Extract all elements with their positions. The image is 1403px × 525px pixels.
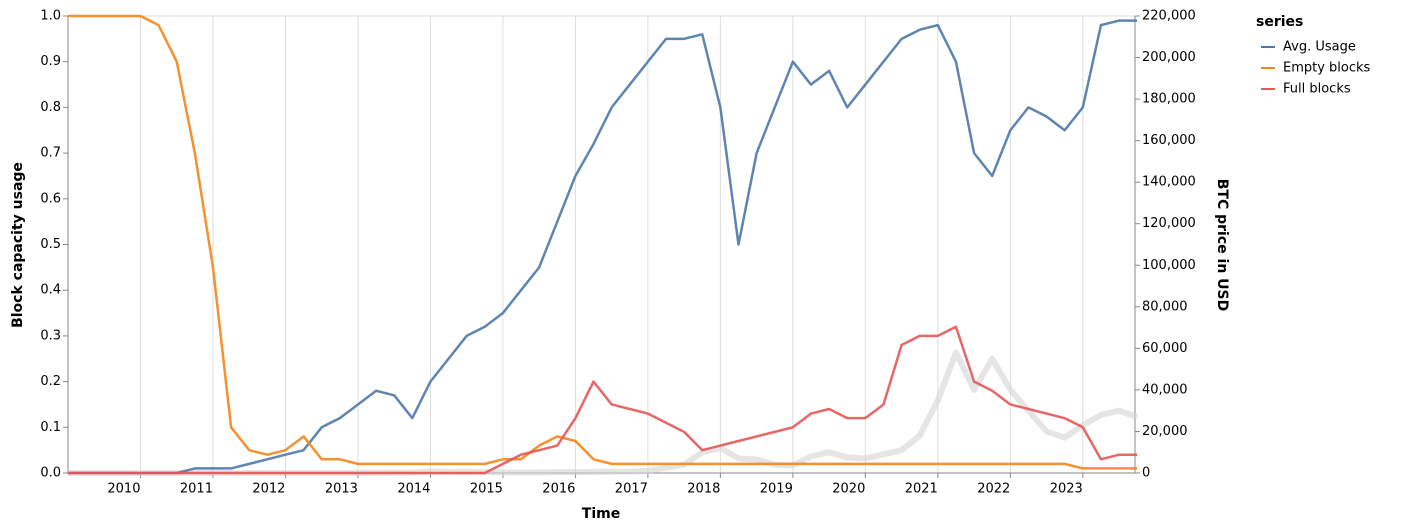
x-tick-label: 2023 — [1050, 482, 1083, 497]
x-tick-label: 2010 — [107, 482, 140, 497]
y2-tick-label: 120,000 — [1142, 216, 1196, 231]
legend-label: Empty blocks — [1283, 61, 1371, 76]
x-tick-label: 2021 — [905, 482, 938, 497]
y2-tick-label: 20,000 — [1142, 424, 1188, 439]
y-tick-label: 0.9 — [40, 54, 61, 69]
y-tick-label: 0.0 — [40, 466, 61, 481]
y2-tick-label: 180,000 — [1142, 92, 1196, 107]
y2-tick-label: 100,000 — [1142, 258, 1196, 273]
x-tick-label: 2011 — [180, 482, 213, 497]
x-tick-label: 2015 — [470, 482, 503, 497]
y2-tick-label: 200,000 — [1142, 50, 1196, 65]
x-axis-title: Time — [582, 506, 620, 522]
x-tick-label: 2022 — [977, 482, 1010, 497]
y-tick-label: 0.3 — [40, 328, 61, 343]
y2-tick-label: 220,000 — [1142, 9, 1196, 24]
y-axis-title: Block capacity usage — [10, 162, 26, 328]
x-tick-label: 2012 — [252, 482, 285, 497]
x-tick-label: 2019 — [760, 482, 793, 497]
y-tick-label: 0.4 — [40, 283, 61, 298]
legend-title: series — [1256, 14, 1303, 30]
y2-tick-label: 0 — [1142, 466, 1150, 481]
y2-tick-label: 80,000 — [1142, 299, 1188, 314]
y2-tick-label: 140,000 — [1142, 175, 1196, 190]
x-tick-label: 2016 — [542, 482, 575, 497]
y-tick-label: 0.1 — [40, 420, 61, 435]
x-tick-label: 2017 — [615, 482, 648, 497]
legend-label: Avg. Usage — [1283, 40, 1356, 55]
y-tick-label: 1.0 — [40, 9, 61, 24]
x-tick-label: 2014 — [397, 482, 430, 497]
y2-tick-label: 160,000 — [1142, 133, 1196, 148]
y2-tick-label: 40,000 — [1142, 382, 1188, 397]
y-tick-label: 0.7 — [40, 146, 61, 161]
y-tick-label: 0.6 — [40, 191, 61, 206]
x-tick-label: 2013 — [325, 482, 358, 497]
y2-tick-label: 60,000 — [1142, 341, 1188, 356]
x-tick-label: 2020 — [832, 482, 865, 497]
y-tick-label: 0.2 — [40, 374, 61, 389]
y2-axis-title: BTC price in USD — [1214, 179, 1230, 311]
series-line — [68, 325, 1138, 475]
x-tick-label: 2018 — [687, 482, 720, 497]
series-line — [68, 14, 1138, 470]
legend-label: Full blocks — [1283, 82, 1351, 97]
y-tick-label: 0.5 — [40, 237, 61, 252]
series-line — [68, 19, 1138, 475]
y-tick-label: 0.8 — [40, 100, 61, 115]
